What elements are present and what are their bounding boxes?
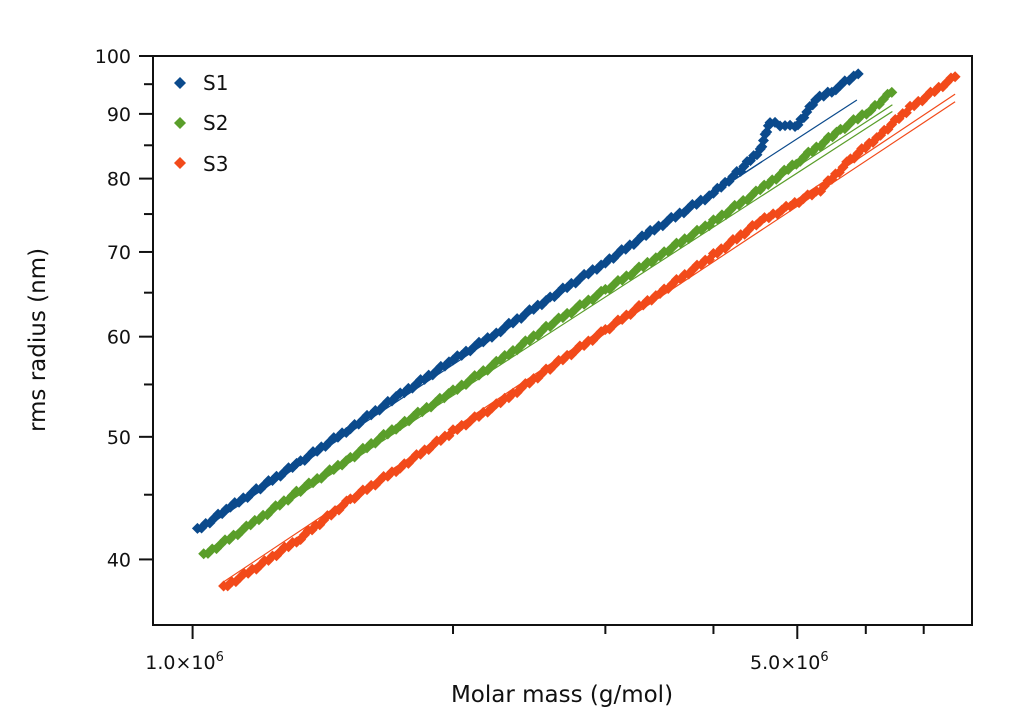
data-point [949,71,961,83]
x-axis-title: Molar mass (g/mol) [451,682,673,708]
x-tick-exponent: 6 [820,650,828,665]
x-axis: 1.0×106 5.0×106 [145,625,925,674]
plot-area [152,55,973,626]
legend-item-s2[interactable]: S2 [174,111,228,135]
y-tick-label: 40 [107,549,131,571]
x-tick-exponent: 6 [216,650,224,665]
y-tick-label: 60 [107,327,131,349]
y-axis: 40 50 60 70 80 90 100 [95,46,153,571]
plot-frame [152,55,973,626]
legend-marker-s2 [174,117,186,129]
y-tick-label: 90 [107,104,131,126]
x-tick-label: 5.0×106 [750,650,829,674]
data-points [191,68,961,592]
legend-item-s1[interactable]: S1 [174,71,228,95]
series-s1 [191,68,864,534]
series-s3 [218,71,961,592]
y-axis-title: rms radius (nm) [25,248,51,432]
legend-label-s3: S3 [203,152,228,176]
y-tick-label: 70 [107,242,131,264]
series-s2 [198,86,898,560]
y-tick-label: 50 [107,427,131,449]
legend: S1 S2 S3 [174,71,228,176]
legend-marker-s3 [174,157,186,169]
y-tick-label: 80 [107,169,131,191]
data-point [852,68,864,80]
data-point [325,509,337,521]
data-point [503,349,515,361]
legend-marker-s1 [174,77,186,89]
data-point [886,86,898,98]
data-point [761,126,773,138]
y-tick-label: 100 [95,46,131,68]
data-point [503,392,515,404]
x-tick-label: 1.0×106 [145,650,224,674]
legend-label-s1: S1 [203,71,228,95]
legend-label-s2: S2 [203,111,228,135]
legend-item-s3[interactable]: S3 [174,152,228,176]
